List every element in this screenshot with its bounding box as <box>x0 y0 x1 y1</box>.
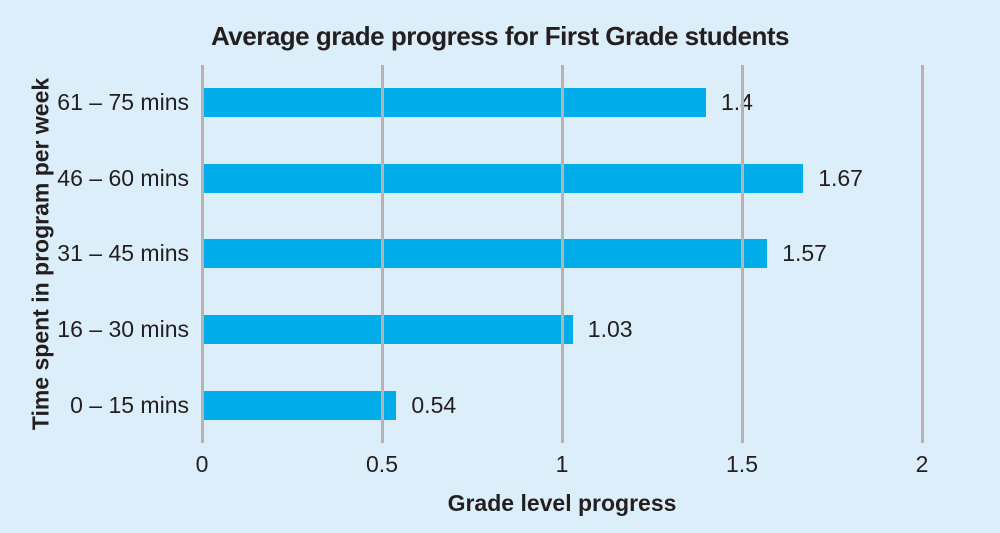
x-axis: 0 0.5 1 1.5 2 <box>196 451 929 481</box>
bar <box>202 315 573 345</box>
category-label: 0 – 15 mins <box>70 391 189 418</box>
x-tick-label: 2 <box>915 451 929 477</box>
gridline <box>200 65 204 443</box>
bar-row: 0 – 15 mins 0.54 <box>70 367 922 443</box>
category-label: 61 – 75 mins <box>57 89 189 116</box>
plot-area: 61 – 75 mins 1.4 46 – 60 mins 1.67 31 – 45 m… <box>57 65 924 443</box>
x-tick-label: 0 <box>195 451 209 477</box>
bar-row: 46 – 60 mins 1.67 <box>57 141 922 217</box>
x-tick-label: 1.5 <box>726 451 758 477</box>
chart-title: Average grade progress for First Grade s… <box>210 21 790 51</box>
bar-row: 61 – 75 mins 1.4 <box>57 65 922 141</box>
gridline <box>380 65 384 443</box>
category-label: 31 – 45 mins <box>57 240 189 267</box>
category-label: 46 – 60 mins <box>57 164 189 191</box>
x-tick-label: 0.5 <box>366 451 398 477</box>
category-label: 16 – 30 mins <box>57 316 189 343</box>
gridline <box>740 65 744 443</box>
bar-value-label: 1.57 <box>782 240 827 267</box>
gridline <box>920 65 924 443</box>
bar <box>202 390 397 420</box>
bar-row: 31 – 45 mins 1.57 <box>57 216 922 292</box>
gridline <box>560 65 564 443</box>
bar-value-label: 0.54 <box>411 391 457 418</box>
bar <box>202 239 768 269</box>
bar <box>202 88 706 118</box>
bar-row: 16 – 30 mins 1.03 <box>57 292 922 368</box>
x-axis-title: Grade level progress <box>447 490 677 516</box>
bar-value-label: 1.03 <box>587 316 633 343</box>
bar-value-label: 1.4 <box>721 89 753 116</box>
x-tick-label: 1 <box>555 451 569 477</box>
bar-value-label: 1.67 <box>818 164 863 191</box>
bar <box>202 163 804 193</box>
y-axis-title: Time spent in program per week <box>27 77 54 431</box>
